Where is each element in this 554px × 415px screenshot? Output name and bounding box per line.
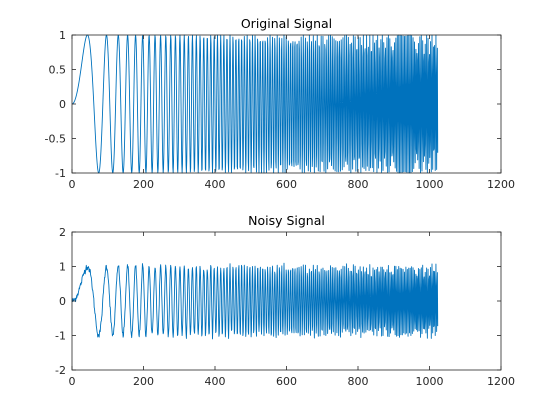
y-tick-label: -1 [55,167,66,180]
chart-panel-2: 0 200 400 600 800 1000 1200 -2 -1 0 1 2 Noisy Signal [55,213,515,388]
x-tick-label: 1200 [487,178,515,191]
y-tick-label: 1 [59,261,66,274]
y-tick-label: 0 [59,98,66,111]
y-tick-label: 0.5 [49,64,67,77]
chart-title: Noisy Signal [248,213,325,228]
x-tick-label: 1000 [416,178,444,191]
chart-title: Original Signal [241,16,332,31]
x-tick-label: 1200 [487,375,515,388]
x-tick-label: 200 [133,178,154,191]
y-tick-label: -0.5 [45,133,66,146]
y-tick-label: 1 [59,29,66,42]
x-tick-label: 0 [69,178,76,191]
y-tick-label: -1 [55,330,66,343]
y-tick-label: 2 [59,226,66,239]
chart-panel-1: 0 200 400 600 800 1000 1200 -1 -0.5 0 0.5 1 Original… [45,16,515,191]
x-tick-label: 600 [276,178,297,191]
series-line-2-1 [71,262,439,340]
x-tick-label: 800 [348,375,369,388]
x-tick-label: 800 [348,178,369,191]
y-tick-label: -2 [55,364,66,377]
y-tick-label: 0 [59,295,66,308]
x-tick-label: 400 [205,375,226,388]
x-tick-label: 0 [69,375,76,388]
x-tick-label: 400 [205,178,226,191]
x-tick-label: 200 [133,375,154,388]
x-tick-label: 1000 [416,375,444,388]
series-line-1-1 [71,34,439,174]
x-tick-label: 600 [276,375,297,388]
